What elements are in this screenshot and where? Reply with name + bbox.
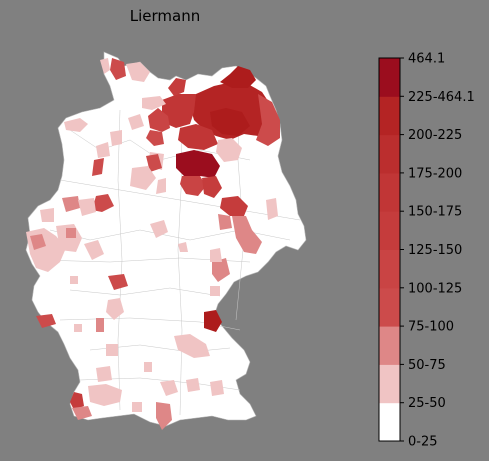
- colorbar-tick-label: 125-150: [408, 243, 462, 258]
- ne-high-districts: [146, 66, 280, 162]
- colorbar-tick-label: 200-225: [408, 128, 462, 143]
- east-districts: [210, 196, 278, 296]
- colorbar-bin: [379, 211, 400, 250]
- colorbar-bin: [379, 402, 400, 442]
- colorbar-tick-label: 0-25: [408, 435, 438, 450]
- colorbar-tick-label: 225-464.1: [408, 90, 475, 105]
- central-high-districts: [146, 150, 222, 198]
- south-districts: [36, 298, 224, 430]
- colorbar-bin: [379, 287, 400, 327]
- map-title: Liermann: [129, 7, 201, 25]
- colorbar-bin: [379, 96, 400, 136]
- colorbar-tick-label: 75-100: [408, 320, 454, 335]
- colorbar-bin: [379, 172, 400, 212]
- colorbar-bins: [379, 58, 400, 442]
- colorbar-tick-label: 464.1: [408, 52, 445, 67]
- colorbar-ticks: 0-25 25-50 50-75 75-100 100-125 125-150 150-17…: [400, 52, 475, 450]
- colorbar-bin: [379, 249, 400, 289]
- colorbar-bin: [379, 134, 400, 174]
- nw-districts: [64, 58, 166, 194]
- colorbar-bin: [379, 58, 400, 97]
- west-districts: [26, 194, 188, 290]
- colorbar-tick-label: 25-50: [408, 396, 446, 411]
- colorbar-tick-label: 150-175: [408, 205, 462, 220]
- colorbar-tick-label: 100-125: [408, 281, 462, 296]
- colorbar-bin: [379, 364, 400, 404]
- colorbar-tick-label: 175-200: [408, 166, 462, 181]
- colorbar-bin: [379, 326, 400, 365]
- colorbar-tick-label: 50-75: [408, 358, 446, 373]
